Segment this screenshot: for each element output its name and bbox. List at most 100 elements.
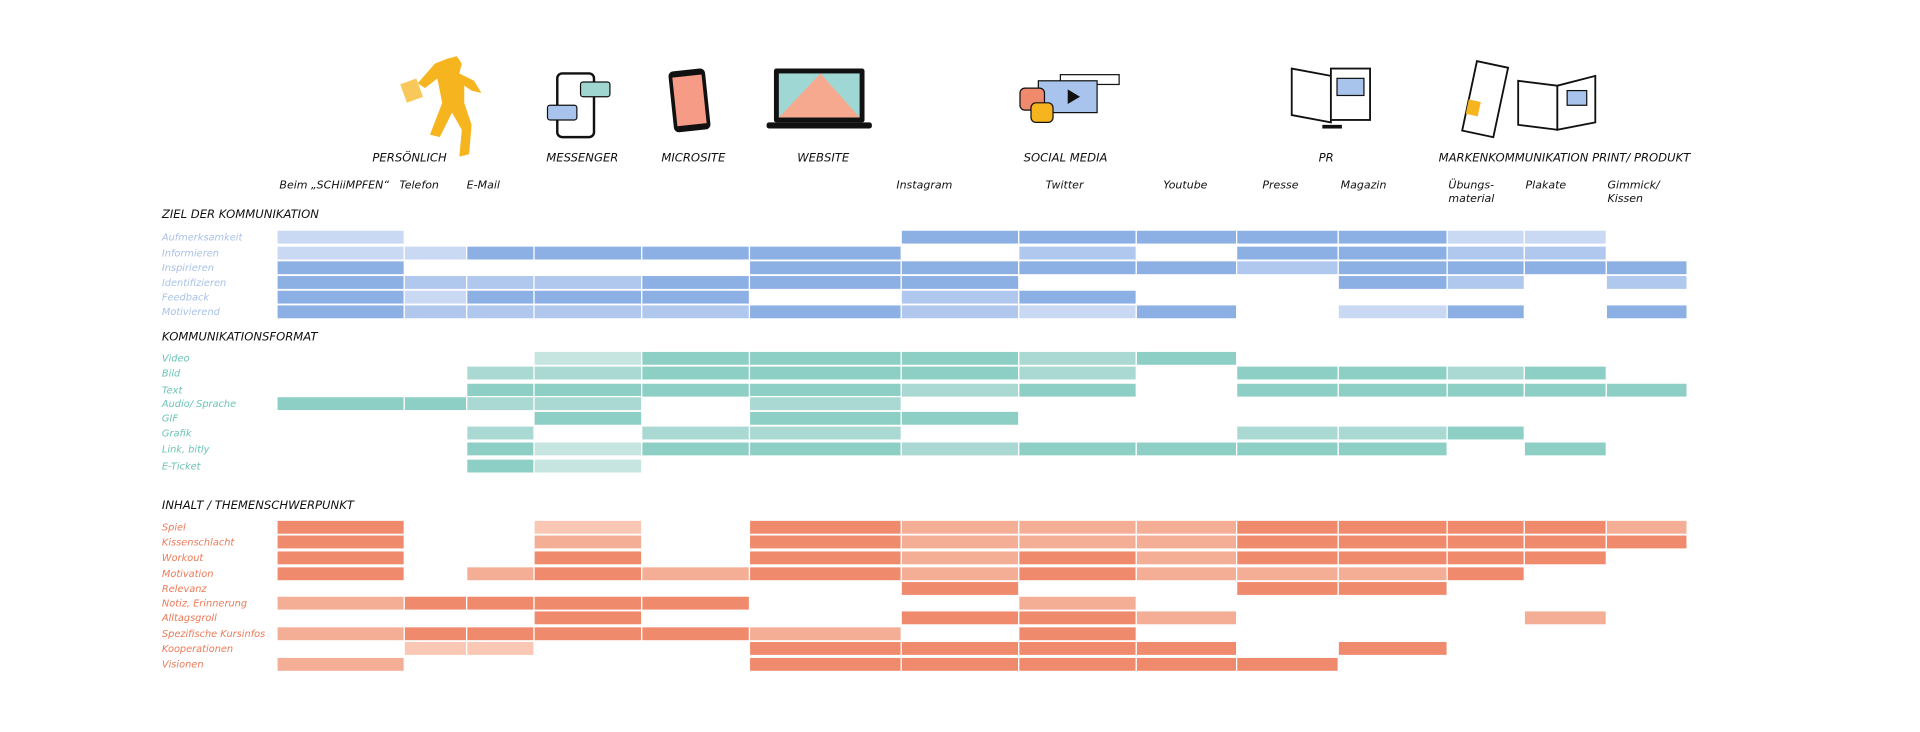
group-label: MICROSITE bbox=[661, 151, 726, 165]
cell bbox=[533, 458, 643, 474]
cell bbox=[1447, 641, 1524, 655]
row-label: Motivierend bbox=[162, 307, 221, 318]
cell bbox=[466, 274, 535, 291]
cell bbox=[1338, 459, 1447, 473]
cell bbox=[749, 611, 901, 625]
cell bbox=[1135, 350, 1238, 366]
row-label: Spezifische Kursinfos bbox=[162, 629, 265, 640]
cell bbox=[1337, 441, 1448, 457]
cell bbox=[1523, 245, 1607, 261]
cell bbox=[404, 520, 466, 534]
cell bbox=[1018, 350, 1137, 366]
cell bbox=[403, 595, 468, 611]
cell bbox=[1606, 426, 1687, 440]
cell bbox=[1605, 382, 1688, 398]
cell bbox=[1236, 550, 1339, 566]
cell bbox=[1338, 397, 1447, 411]
cell bbox=[1605, 260, 1688, 276]
cell bbox=[1447, 290, 1524, 304]
icon-laptop-base bbox=[766, 122, 872, 129]
cell bbox=[1524, 596, 1606, 610]
cell bbox=[1135, 656, 1238, 673]
cell bbox=[467, 535, 534, 549]
cell bbox=[1605, 304, 1688, 320]
cell bbox=[749, 230, 901, 244]
cell bbox=[403, 304, 468, 320]
row-label: Link, bitly bbox=[162, 444, 210, 455]
cell bbox=[1338, 351, 1447, 365]
cell bbox=[642, 411, 750, 425]
cell bbox=[467, 230, 534, 244]
cell bbox=[1446, 304, 1525, 320]
cell bbox=[404, 535, 466, 549]
group-label: WEBSITE bbox=[797, 151, 850, 165]
cell bbox=[1337, 519, 1448, 535]
cell bbox=[1237, 411, 1339, 425]
cell bbox=[642, 535, 750, 549]
cell bbox=[404, 581, 466, 595]
cell bbox=[641, 350, 751, 366]
cell bbox=[467, 261, 534, 275]
section-title: KOMMUNIKATIONSFORMAT bbox=[162, 329, 318, 343]
cell bbox=[1018, 595, 1137, 611]
cell bbox=[1524, 641, 1606, 655]
cell bbox=[1237, 275, 1339, 289]
cell bbox=[1136, 596, 1236, 610]
cell bbox=[403, 626, 468, 642]
cell bbox=[1136, 397, 1236, 411]
cell bbox=[404, 366, 466, 380]
cell bbox=[748, 274, 902, 291]
cell bbox=[1237, 397, 1339, 411]
cell bbox=[277, 611, 404, 625]
cell bbox=[1236, 534, 1339, 550]
cell bbox=[1524, 627, 1606, 641]
cell bbox=[466, 289, 535, 305]
cell bbox=[641, 626, 751, 642]
cell bbox=[748, 550, 902, 566]
cell bbox=[901, 397, 1019, 411]
cell bbox=[1337, 566, 1448, 582]
cell bbox=[404, 411, 466, 425]
cell bbox=[748, 534, 902, 550]
cell bbox=[533, 395, 643, 412]
cell bbox=[1136, 581, 1236, 595]
cell bbox=[642, 230, 750, 244]
cell bbox=[1447, 581, 1524, 595]
cell bbox=[533, 550, 643, 566]
cell bbox=[467, 520, 534, 534]
row-label: Alltagsgroll bbox=[161, 613, 217, 624]
cell bbox=[1136, 411, 1236, 425]
cell bbox=[1237, 641, 1339, 655]
cell bbox=[1018, 365, 1137, 381]
cell bbox=[748, 566, 902, 582]
row-label: Visionen bbox=[162, 660, 204, 671]
cell bbox=[276, 626, 405, 642]
cell bbox=[1446, 260, 1525, 276]
cell bbox=[1237, 459, 1339, 473]
cell bbox=[466, 626, 535, 642]
cell bbox=[1018, 640, 1137, 657]
cell bbox=[466, 382, 535, 398]
cell bbox=[1447, 627, 1524, 641]
cell bbox=[748, 395, 902, 412]
icon-monitor-video bbox=[1336, 77, 1365, 97]
cell bbox=[1606, 351, 1687, 365]
cell bbox=[1236, 260, 1339, 276]
cell bbox=[900, 229, 1020, 245]
cell bbox=[277, 442, 404, 456]
cell bbox=[466, 395, 535, 412]
cell bbox=[1018, 260, 1137, 276]
cell bbox=[1237, 627, 1339, 641]
cell bbox=[466, 595, 535, 611]
cell bbox=[276, 304, 405, 320]
cell bbox=[466, 425, 535, 441]
icons bbox=[400, 56, 1597, 157]
cell bbox=[901, 459, 1019, 473]
cell bbox=[1524, 397, 1606, 411]
icon-app bbox=[1030, 102, 1054, 124]
icon-folder-art bbox=[1566, 89, 1588, 106]
cell bbox=[1606, 442, 1687, 456]
cell bbox=[748, 260, 902, 276]
cell bbox=[642, 611, 750, 625]
cell bbox=[1338, 627, 1447, 641]
